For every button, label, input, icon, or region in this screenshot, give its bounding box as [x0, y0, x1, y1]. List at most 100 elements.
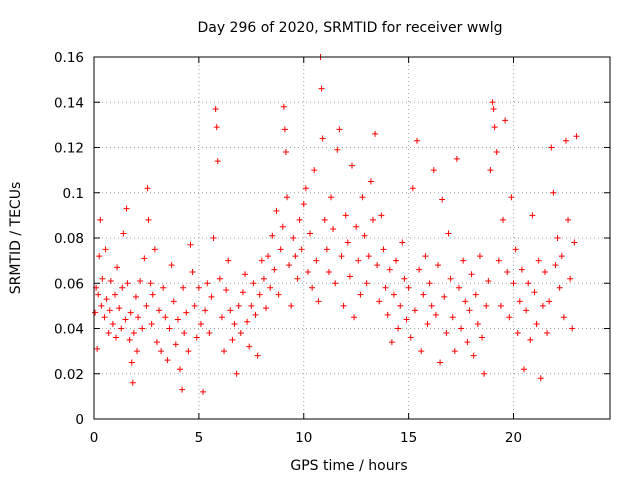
data-point — [233, 370, 240, 377]
data-point — [189, 268, 196, 275]
data-point — [141, 255, 148, 262]
data-point — [430, 167, 437, 174]
y-tick-label: 0.06 — [54, 276, 84, 292]
data-point — [294, 275, 301, 282]
data-point — [455, 284, 462, 291]
data-point — [550, 189, 557, 196]
data-point — [191, 302, 198, 309]
data-point — [212, 106, 219, 113]
data-point — [283, 194, 290, 201]
data-point — [280, 103, 287, 110]
data-point — [296, 216, 303, 223]
data-point — [193, 334, 200, 341]
data-point — [185, 348, 192, 355]
data-point — [453, 155, 460, 162]
data-point — [216, 275, 223, 282]
data-point — [531, 289, 538, 296]
data-point — [372, 130, 379, 137]
data-point — [420, 291, 427, 298]
data-point — [309, 284, 316, 291]
data-point — [525, 280, 532, 287]
data-point — [571, 239, 578, 246]
data-point — [449, 314, 456, 321]
data-point — [130, 330, 137, 337]
data-point — [282, 149, 289, 156]
data-point — [269, 232, 276, 239]
data-point — [378, 212, 385, 219]
data-point — [105, 330, 112, 337]
y-tick-label: 0.08 — [54, 231, 84, 247]
data-point — [304, 268, 311, 275]
data-point — [213, 124, 220, 131]
data-point — [321, 216, 328, 223]
data-point — [462, 298, 469, 305]
data-point — [363, 280, 370, 287]
data-point — [353, 223, 360, 230]
data-point — [227, 307, 234, 314]
data-point — [332, 280, 339, 287]
x-tick-label: 10 — [295, 430, 312, 446]
data-point — [263, 305, 269, 312]
data-point — [349, 162, 355, 169]
data-point — [143, 302, 150, 309]
data-point — [380, 246, 387, 253]
data-point — [483, 302, 490, 309]
grid — [94, 57, 610, 419]
data-point — [399, 239, 406, 246]
data-point — [546, 298, 553, 305]
data-point — [127, 309, 134, 316]
data-point — [275, 291, 282, 298]
data-point — [386, 266, 393, 273]
data-point — [502, 117, 509, 124]
data-point — [439, 196, 446, 203]
data-point — [523, 307, 530, 314]
data-point — [318, 85, 325, 92]
data-point — [94, 345, 101, 352]
data-point — [414, 137, 421, 144]
data-point — [485, 277, 492, 284]
data-point — [288, 302, 295, 309]
data-point — [514, 330, 521, 337]
data-point — [144, 185, 151, 192]
data-point — [119, 284, 126, 291]
data-point — [359, 194, 366, 201]
data-point — [395, 325, 402, 332]
data-point — [124, 280, 131, 287]
data-point — [271, 266, 278, 273]
data-point — [474, 320, 481, 327]
data-point — [539, 302, 546, 309]
data-point — [556, 284, 563, 291]
data-point — [422, 253, 429, 260]
data-point — [114, 264, 121, 271]
data-point — [273, 207, 280, 214]
data-point — [195, 284, 202, 291]
data-point — [162, 314, 169, 321]
data-point — [246, 343, 253, 350]
data-point — [235, 302, 242, 309]
data-point — [307, 230, 314, 237]
data-point — [106, 307, 113, 314]
data-point — [200, 388, 207, 395]
data-point — [151, 246, 158, 253]
data-point — [441, 293, 448, 300]
data-point — [281, 126, 288, 133]
data-point — [252, 311, 259, 318]
data-point — [197, 320, 204, 327]
data-point — [202, 307, 209, 314]
data-point — [102, 246, 109, 253]
data-point — [237, 330, 244, 337]
data-point — [382, 284, 389, 291]
data-point — [128, 359, 135, 366]
data-point — [153, 339, 160, 346]
data-point — [244, 318, 251, 325]
data-point — [109, 320, 116, 327]
data-point — [479, 334, 486, 341]
data-point — [541, 268, 548, 275]
data-point — [468, 271, 475, 278]
data-point — [340, 302, 347, 309]
data-point — [365, 253, 372, 260]
data-point — [298, 246, 305, 253]
data-point — [323, 246, 330, 253]
data-point — [481, 370, 488, 377]
data-point — [132, 293, 139, 300]
